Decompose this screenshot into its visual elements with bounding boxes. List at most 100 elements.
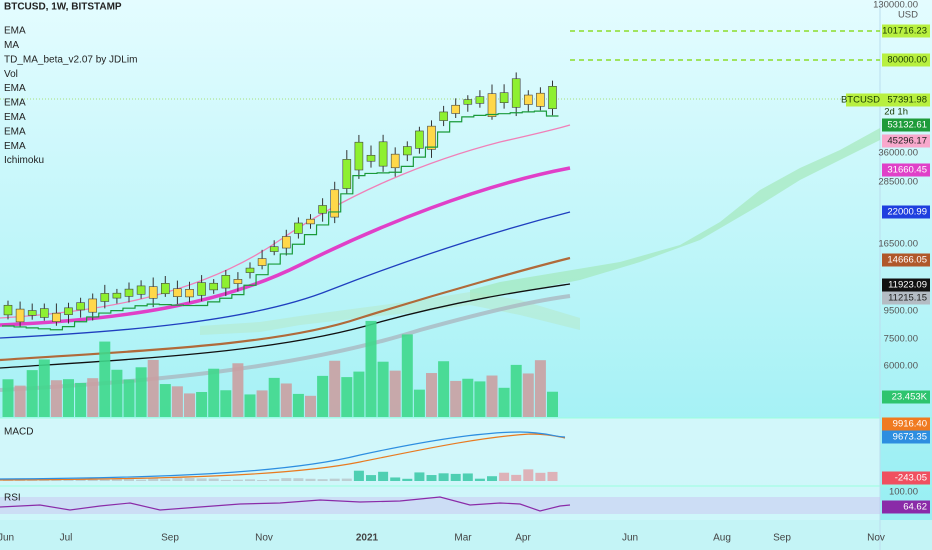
- ema-tag: 22000.99: [887, 207, 927, 218]
- macd-bar: [245, 479, 255, 481]
- volume-bar: [123, 379, 135, 417]
- ema-line: [0, 283, 571, 369]
- ichimoku-cloud: [470, 128, 880, 300]
- macd-bar: [63, 479, 74, 481]
- candles: [2, 72, 559, 331]
- legend-item: EMA: [4, 98, 26, 109]
- volume-bar: [329, 360, 341, 417]
- time-tick: 2021: [356, 533, 379, 544]
- macd-bar: [281, 478, 292, 481]
- volume-bar: [38, 359, 50, 417]
- macd-tag-bg: [882, 430, 930, 444]
- legend-item: EMA: [4, 112, 26, 123]
- volume-bar: [159, 384, 171, 417]
- candle-body: [475, 96, 485, 104]
- candle-body: [342, 159, 352, 189]
- macd-bar: [426, 475, 437, 481]
- ema-line: [0, 166, 571, 327]
- candle-body: [269, 246, 279, 252]
- volume-bar: [474, 381, 486, 417]
- ichimoku-cloud: [200, 292, 580, 335]
- volume-bar: [26, 370, 38, 417]
- legend-item: EMA: [4, 83, 26, 94]
- price-tick: 6000.00: [884, 361, 918, 372]
- macd-bar: [172, 478, 183, 481]
- candle-body: [487, 93, 497, 117]
- volume-bar: [50, 380, 62, 417]
- candle-body: [100, 293, 110, 302]
- volume-bar: [135, 367, 147, 417]
- ema-line: [0, 124, 571, 319]
- macd-line: [0, 431, 566, 480]
- rsi-top: 100.00: [889, 487, 918, 498]
- symbol-tag: BTCUSD: [841, 95, 880, 106]
- candle-body: [124, 288, 134, 297]
- time-tick: Jun: [0, 533, 14, 544]
- candle-body: [76, 302, 85, 311]
- candle-body: [64, 307, 73, 315]
- volume-bar: [534, 360, 546, 417]
- price-tick: 28500.00: [878, 177, 918, 188]
- volume-bar: [75, 382, 87, 417]
- volume-bar: [547, 391, 558, 417]
- volume-bar: [208, 368, 220, 417]
- candle-body: [209, 282, 218, 291]
- candle-body: [3, 304, 13, 316]
- candle-body: [536, 92, 545, 107]
- volume-bar: [196, 391, 208, 417]
- macd-bar: [353, 470, 364, 481]
- price-tick: 130000.00: [873, 0, 918, 11]
- candle-body: [27, 310, 37, 316]
- macd-bar: [341, 478, 352, 481]
- candle-body: [439, 111, 448, 121]
- macd-bar: [547, 471, 558, 481]
- macd-bar: [378, 471, 389, 481]
- last-price-tag-bg: [882, 93, 930, 107]
- ema-tag-bg: [882, 278, 930, 292]
- volume-bar: [268, 377, 280, 417]
- countdown: 2d 1h: [884, 107, 908, 118]
- volume-bar: [413, 389, 425, 417]
- macd-bar: [257, 479, 268, 481]
- candle-body: [233, 279, 243, 284]
- time-tick: Nov: [867, 533, 885, 544]
- macd-bar: [232, 479, 243, 481]
- ema-tag-bg: [882, 134, 930, 148]
- volume-tag: 23.453K: [892, 392, 928, 403]
- rsi-label: RSI: [4, 493, 21, 504]
- volume-bar: [171, 386, 183, 417]
- macd-bar: [99, 479, 110, 481]
- ema-tag: 31660.45: [887, 165, 927, 176]
- legend-item: Ichimoku: [4, 155, 44, 166]
- time-tick: Mar: [454, 533, 472, 544]
- macd-bar: [160, 479, 171, 481]
- legend-item: EMA: [4, 26, 26, 37]
- volume-bar: [14, 385, 26, 417]
- macd-bar: [87, 479, 98, 481]
- macd-bar: [148, 478, 159, 481]
- last-price-tag: 57391.98: [887, 95, 927, 106]
- volume-bar: [510, 364, 522, 417]
- volume-bar: [522, 373, 534, 417]
- candle-body: [148, 286, 158, 299]
- volume-bar: [365, 320, 377, 417]
- candle-body: [88, 298, 97, 313]
- candle-body: [523, 94, 533, 105]
- candle-body: [185, 289, 194, 298]
- macd-bar: [136, 479, 147, 481]
- volume-bar: [317, 375, 329, 417]
- volume-bar: [184, 393, 195, 417]
- volume-bar: [2, 379, 14, 417]
- macd-bar: [269, 479, 280, 481]
- time-tick: Sep: [161, 533, 179, 544]
- macd-bar: [329, 478, 340, 481]
- candle-body: [548, 86, 557, 110]
- price-tick: 36000.00: [878, 148, 918, 159]
- macd-tag: -243.05: [895, 473, 927, 484]
- candle-body: [378, 141, 388, 167]
- currency-label: USD: [898, 10, 918, 21]
- volume-bar: [450, 380, 462, 417]
- macd-bar: [366, 475, 376, 481]
